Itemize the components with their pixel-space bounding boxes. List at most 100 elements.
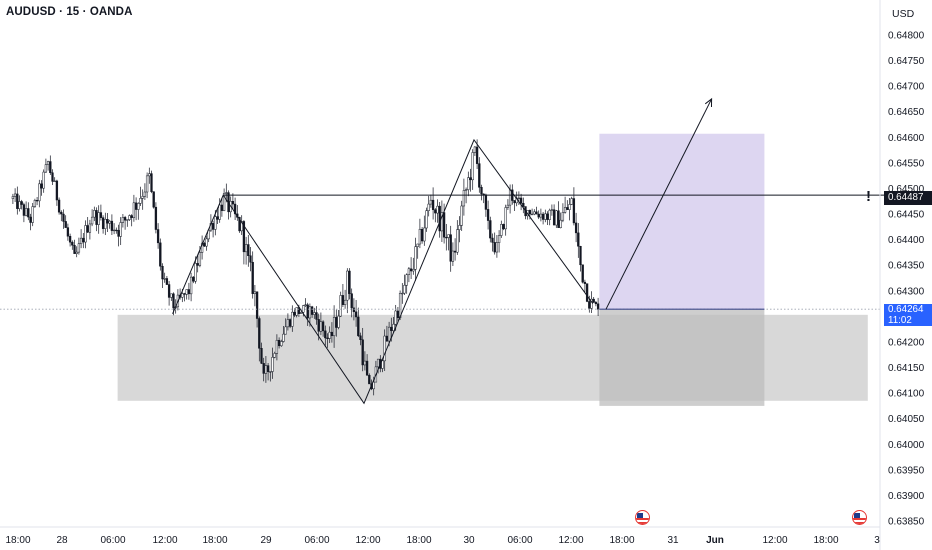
candle-body — [225, 192, 228, 194]
candle-body — [330, 331, 334, 337]
candle-body — [449, 234, 452, 262]
candle-body — [110, 220, 114, 231]
candle-body — [104, 218, 107, 229]
candle-body — [271, 357, 274, 372]
candle-body — [141, 196, 144, 199]
flag-stripe — [853, 518, 866, 520]
candle-body — [581, 264, 584, 283]
projection-arrow[interactable] — [605, 98, 713, 310]
candle-body — [119, 222, 122, 237]
candle-body — [522, 202, 525, 207]
candle-body — [40, 183, 43, 189]
candle-body — [38, 183, 41, 202]
candle-body — [445, 236, 448, 239]
current-price-tag: 0.64264 11:02 — [884, 304, 932, 326]
time-tick-label: 18:00 — [609, 535, 634, 546]
us-flag-icon[interactable] — [852, 510, 867, 525]
candle-body — [137, 203, 140, 210]
candle-body — [328, 331, 331, 339]
bar-countdown: 11:02 — [888, 315, 912, 326]
candle-body — [286, 319, 290, 328]
candle-body — [508, 189, 512, 206]
candle-body — [407, 268, 411, 275]
candle-body — [308, 306, 312, 319]
symbol-title[interactable]: AUDUSD · 15 · OANDA — [6, 6, 133, 18]
candle-body — [530, 213, 534, 216]
candle-body — [214, 216, 217, 230]
candle-body — [148, 173, 151, 177]
candle-body — [577, 232, 580, 247]
candle-body — [220, 204, 224, 211]
candle-body — [24, 208, 28, 216]
stop-zone[interactable] — [599, 309, 765, 406]
candle-body — [269, 371, 272, 373]
time-tick-label: 3 — [874, 535, 880, 546]
candle-body — [383, 335, 386, 362]
candle-body — [205, 238, 208, 247]
candle-body — [117, 230, 120, 237]
candle-body — [489, 220, 492, 239]
price-tick-label: 0.64750 — [888, 56, 925, 67]
price-tick-label: 0.63950 — [888, 465, 925, 476]
candle-body — [130, 215, 133, 218]
time-tick-label: 12:00 — [762, 535, 787, 546]
price-tick-label: 0.64800 — [888, 31, 925, 42]
candle-body — [471, 152, 474, 181]
candle-body — [97, 212, 100, 225]
candle-body — [326, 337, 329, 339]
candle-body — [31, 206, 34, 223]
time-tick-label: 12:00 — [355, 535, 380, 546]
candle-body — [588, 301, 591, 309]
candle-body — [86, 225, 89, 233]
candle-body — [434, 209, 437, 214]
candle-body — [541, 213, 545, 220]
candle-body — [99, 212, 103, 218]
candle-body — [319, 321, 323, 332]
candle-body — [570, 198, 573, 205]
us-flag-icon[interactable] — [635, 510, 650, 525]
candle-body — [55, 180, 59, 201]
candle-body — [304, 304, 307, 306]
candle-body — [115, 229, 118, 232]
candle-body — [185, 289, 188, 295]
candle-body — [260, 348, 263, 364]
candle-body — [365, 360, 369, 376]
candle-body — [442, 212, 446, 238]
candle-body — [585, 283, 589, 302]
candle-body — [68, 235, 72, 243]
candle-body — [13, 193, 17, 197]
candle-body — [506, 204, 510, 208]
candle-body — [339, 295, 342, 317]
time-tick-label: 06:00 — [304, 535, 329, 546]
candle-body — [563, 207, 567, 213]
zigzag-pattern[interactable] — [172, 138, 594, 405]
candle-body — [233, 203, 237, 215]
candle-body — [258, 318, 261, 349]
candle-body — [346, 270, 349, 301]
candle-body — [359, 335, 362, 340]
candle-body — [262, 363, 265, 374]
alert-icon[interactable]: ! — [866, 188, 871, 205]
candle-body — [126, 219, 129, 221]
time-tick-label: 12:00 — [152, 535, 177, 546]
candle-body — [275, 339, 279, 354]
price-tick-label: 0.64300 — [888, 286, 925, 297]
candle-body — [310, 306, 314, 315]
candle-body — [244, 244, 248, 253]
price-tick-label: 0.64700 — [888, 82, 925, 93]
target-zone[interactable] — [599, 133, 765, 310]
currency-label[interactable]: USD — [892, 8, 915, 20]
candle-body — [90, 216, 94, 225]
candle-body — [390, 326, 393, 331]
candle-body — [238, 217, 241, 232]
candle-body — [249, 255, 252, 263]
price-tick-label: 0.64350 — [888, 261, 925, 272]
candle-body — [550, 209, 554, 211]
candle-body — [170, 293, 173, 298]
candle-body — [548, 209, 551, 220]
candle-body — [194, 263, 197, 282]
candle-body — [453, 250, 457, 253]
candle-body — [27, 208, 30, 218]
